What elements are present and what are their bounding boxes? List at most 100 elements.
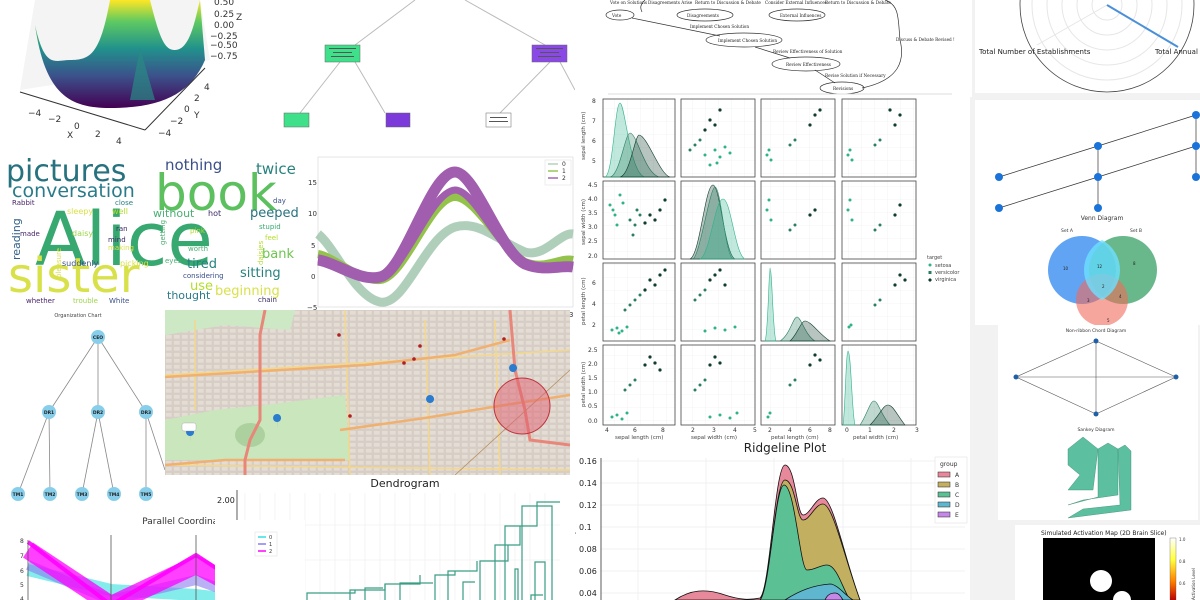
- svg-text:6: 6: [808, 427, 812, 434]
- svg-text:0: 0: [184, 105, 190, 115]
- x-axis-ticks: −4 −2 0 2 4 X: [28, 109, 122, 147]
- svg-text:0.25: 0.25: [214, 10, 234, 20]
- svg-text:CEO: CEO: [93, 335, 103, 341]
- svg-text:TM2: TM2: [45, 492, 56, 498]
- venn-diagram: [1048, 236, 1157, 325]
- chord-diagram: [1013, 338, 1179, 417]
- map-popup[interactable]: [181, 422, 197, 432]
- svg-text:−2: −2: [170, 117, 183, 127]
- svg-text:1: 1: [269, 542, 272, 548]
- svg-text:5: 5: [20, 582, 24, 589]
- svg-text:5: 5: [1107, 318, 1110, 323]
- svg-text:10: 10: [308, 210, 317, 218]
- svg-text:Dendrogram: Dendrogram: [370, 477, 439, 490]
- word-cloud: pictures book nothing twice conversation…: [0, 150, 305, 310]
- svg-text:8: 8: [828, 427, 832, 434]
- svg-text:TM3: TM3: [77, 492, 88, 498]
- svg-text:versicolor: versicolor: [935, 270, 960, 276]
- legend: group A B C D E: [934, 456, 968, 524]
- svg-text:0.00: 0.00: [214, 21, 234, 31]
- svg-text:D: D: [955, 502, 960, 509]
- svg-text:2: 2: [95, 130, 101, 140]
- svg-text:1.5: 1.5: [588, 375, 598, 382]
- svg-text:0.6: 0.6: [1179, 581, 1186, 586]
- directed-network-graph: Venn Diagram Set A Set B 10 12 8 2 3 4 5: [975, 100, 1200, 325]
- svg-text:0.0: 0.0: [588, 418, 598, 425]
- svg-text:DR3: DR3: [141, 410, 151, 416]
- dendrogram-chart: Dendrogram 2.00: [215, 475, 575, 600]
- svg-text:Implement Chosen Solution: Implement Chosen Solution: [690, 24, 749, 29]
- svg-text:4: 4: [116, 137, 122, 147]
- svg-text:12: 12: [1097, 264, 1103, 269]
- svg-text:2: 2: [1102, 284, 1105, 289]
- svg-text:2: 2: [562, 175, 566, 182]
- tree-leaf: [385, 112, 411, 128]
- svg-text:Discuss & Debate Revised !: Discuss & Debate Revised !: [896, 37, 955, 42]
- svg-text:Y: Y: [193, 111, 200, 121]
- svg-text:0.06: 0.06: [579, 567, 597, 576]
- svg-text:0: 0: [562, 161, 566, 168]
- svg-text:−2: −2: [48, 115, 61, 125]
- tree-node: [531, 44, 568, 63]
- svg-text:3: 3: [915, 427, 919, 434]
- svg-text:−0.75: −0.75: [210, 52, 238, 62]
- svg-text:Revise Solution if Necessary: Revise Solution if Necessary: [825, 73, 886, 78]
- svg-text:sepal width (cm): sepal width (cm): [691, 435, 737, 440]
- svg-text:X: X: [67, 131, 73, 141]
- map-markers[interactable]: [186, 364, 518, 443]
- svg-text:3.0: 3.0: [588, 224, 598, 231]
- svg-text:Return to Discussion & Debate: Return to Discussion & Debate: [695, 0, 761, 5]
- svg-text:4: 4: [788, 427, 792, 434]
- svg-text:Review Effectiveness of Soluti: Review Effectiveness of Solution: [773, 49, 843, 54]
- svg-text:Z: Z: [236, 13, 242, 23]
- y-axis-ticks: 4 2 0 −2 −4 Y: [158, 83, 210, 139]
- street-map[interactable]: [165, 310, 570, 475]
- svg-text:0.12: 0.12: [579, 501, 597, 510]
- svg-text:0.1: 0.1: [579, 523, 592, 532]
- svg-text:6: 6: [592, 280, 596, 287]
- svg-text:petal width (cm): petal width (cm): [853, 435, 898, 440]
- legend: 0 1 2: [254, 531, 278, 557]
- svg-text:Review Effectiveness: Review Effectiveness: [786, 62, 831, 67]
- svg-text:2: 2: [194, 94, 200, 104]
- svg-text:0.50: 0.50: [214, 0, 234, 8]
- svg-text:6: 6: [20, 568, 24, 575]
- svg-text:Implement Chosen Solution: Implement Chosen Solution: [718, 38, 777, 43]
- svg-text:0.08: 0.08: [579, 545, 597, 554]
- svg-text:−4: −4: [28, 109, 42, 119]
- svg-text:0: 0: [74, 122, 80, 132]
- svg-text:2: 2: [691, 427, 695, 434]
- map-radius-circle[interactable]: [493, 377, 551, 435]
- svg-text:Disagreements: Disagreements: [687, 13, 719, 18]
- svg-text:TM5: TM5: [141, 492, 152, 498]
- svg-text:C: C: [955, 492, 959, 499]
- svg-text:1.0: 1.0: [1179, 537, 1186, 542]
- svg-text:TM1: TM1: [13, 492, 24, 498]
- svg-text:Organization Chart: Organization Chart: [54, 313, 101, 319]
- svg-text:Non-ribbon Chord Diagram: Non-ribbon Chord Diagram: [1066, 328, 1127, 334]
- svg-text:3: 3: [1087, 298, 1090, 303]
- svg-text:Total Annual Pa: Total Annual Pa: [1154, 48, 1200, 56]
- svg-text:1: 1: [868, 427, 872, 434]
- svg-text:Revisions: Revisions: [833, 86, 853, 91]
- activation-map: Simulated Activation Map (2D Brain Slice…: [1015, 525, 1200, 600]
- iris-pairplot: 8 7 6 5 4.5 4.0 3.5 3.0 2.5 2.0 6 4 2 2.…: [575, 95, 970, 440]
- organization-chart: Organization Chart CEO DR1 DR2 DR3 TM1 T…: [0, 310, 165, 505]
- z-axis-ticks: 0.50 0.25 0.00 −0.25 −0.50 −0.75 Z: [210, 0, 242, 62]
- svg-text:Density: Density: [575, 529, 576, 560]
- svg-text:2: 2: [269, 549, 272, 555]
- svg-text:0: 0: [845, 427, 849, 434]
- legend: target setosa versicolor virginica: [927, 255, 960, 283]
- legend: 0 1 2: [544, 159, 572, 186]
- svg-text:virginica: virginica: [935, 277, 956, 283]
- svg-text:4: 4: [1119, 294, 1122, 299]
- svg-text:petal length (cm): petal length (cm): [581, 277, 587, 325]
- svg-text:Consider External Influences: Consider External Influences: [765, 0, 827, 5]
- svg-text:B: B: [955, 482, 959, 489]
- svg-text:petal width (cm): petal width (cm): [581, 362, 587, 407]
- svg-text:0.16: 0.16: [579, 457, 597, 466]
- svg-text:8: 8: [592, 98, 596, 105]
- svg-text:DR1: DR1: [44, 410, 54, 416]
- svg-text:5: 5: [592, 158, 596, 165]
